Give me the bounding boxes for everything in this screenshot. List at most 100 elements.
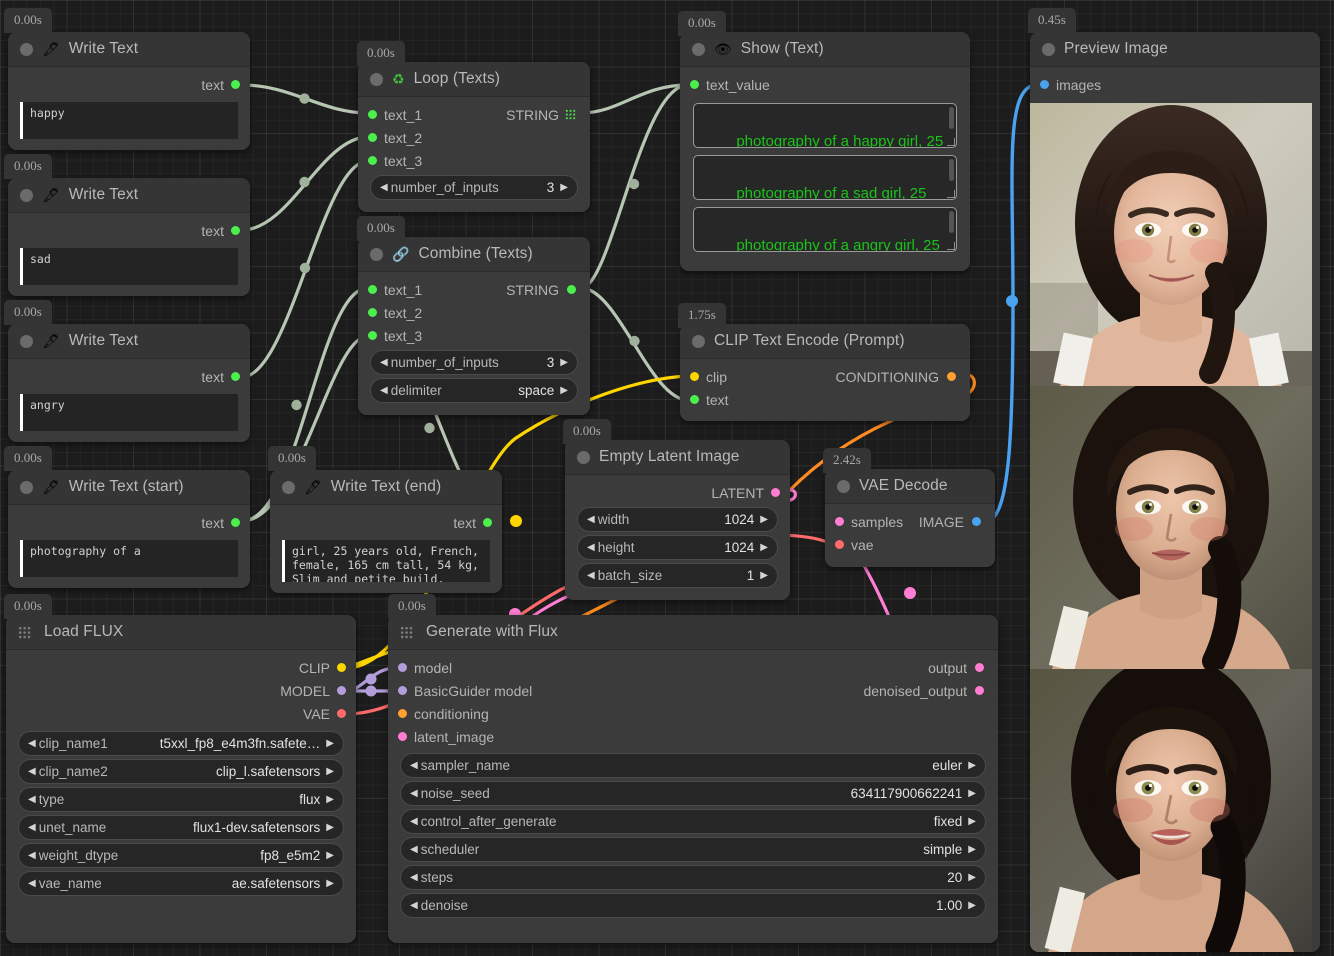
input-slot-vae[interactable]: vae (825, 533, 995, 556)
chevron-left-icon[interactable]: ◀ (28, 793, 36, 805)
widget-value[interactable]: 1.00 (936, 898, 963, 913)
slot-dot-string[interactable] (368, 133, 377, 142)
slot-row[interactable]: text_2 (358, 301, 590, 324)
node-combine-texts[interactable]: 🔗 Combine (Texts) text_1 STRING text_2 (358, 237, 590, 415)
slot-dot-string[interactable] (231, 226, 240, 235)
output-slot-text[interactable]: text (8, 511, 250, 534)
widget-value[interactable]: 1 (746, 568, 755, 583)
output-slot-text[interactable]: text (8, 219, 250, 242)
node-loop-texts[interactable]: ♻ Loop (Texts) text_1 STRING text_2 (358, 62, 590, 212)
widget-width[interactable]: ◀ width 1024 ▶ (577, 507, 778, 532)
node-header[interactable]: 🖋 Write Text (8, 32, 250, 67)
slot-row[interactable]: text_1 STRING (358, 103, 590, 126)
node-show-text[interactable]: 👁 Show (Text) text_value photography of … (680, 32, 970, 271)
node-write-text-sad[interactable]: 🖋 Write Text text sad (8, 178, 250, 296)
text-preview-1[interactable]: photography of a happy girl, 25 years ol… (693, 103, 957, 148)
slot-dot-vae[interactable] (337, 709, 346, 718)
chevron-left-icon[interactable]: ◀ (410, 843, 418, 855)
chevron-right-icon[interactable]: ▶ (560, 384, 568, 396)
slot-dot-string[interactable] (231, 518, 240, 527)
chevron-right-icon[interactable]: ▶ (326, 737, 334, 749)
slot-dot-latent[interactable] (975, 686, 984, 695)
scrollbar[interactable] (949, 107, 954, 129)
chevron-left-icon[interactable]: ◀ (410, 871, 418, 883)
slot-dot-string-out[interactable] (567, 285, 576, 294)
widget-value[interactable]: 3 (546, 180, 555, 195)
widget-type[interactable]: ◀ type flux ▶ (18, 787, 344, 812)
chevron-right-icon[interactable]: ▶ (968, 899, 976, 911)
node-header[interactable]: Empty Latent Image (565, 440, 790, 475)
chevron-left-icon[interactable]: ◀ (28, 849, 36, 861)
collapse-toggle-icon[interactable] (837, 479, 850, 493)
node-header[interactable]: 🔗 Combine (Texts) (358, 237, 590, 272)
widget-number-of-inputs[interactable]: ◀ number_of_inputs 3 ▶ (370, 350, 578, 375)
slot-row[interactable]: text_3 (358, 324, 590, 347)
widget-value[interactable]: 3 (546, 355, 555, 370)
node-header[interactable]: 🖋 Write Text (8, 324, 250, 359)
node-header[interactable]: 🖋 Write Text (8, 178, 250, 213)
chevron-left-icon[interactable]: ◀ (28, 821, 36, 833)
widget-unet-name[interactable]: ◀ unet_name flux1-dev.safetensors ▶ (18, 815, 344, 840)
slot-row[interactable]: model output (388, 656, 998, 679)
output-slot-text[interactable]: text (270, 511, 502, 534)
widget-batch-size[interactable]: ◀ batch_size 1 ▶ (577, 563, 778, 588)
chevron-left-icon[interactable]: ◀ (380, 384, 388, 396)
node-generate-with-flux[interactable]: Generate with Flux model output BasicGui… (388, 615, 998, 943)
slot-dot-string[interactable] (690, 395, 699, 404)
chevron-left-icon[interactable]: ◀ (410, 787, 418, 799)
collapse-toggle-icon[interactable] (1042, 42, 1055, 56)
widget-value[interactable]: simple (923, 842, 963, 857)
widget-value[interactable]: clip_l.safetensors (215, 764, 321, 779)
slot-dot-string[interactable] (231, 80, 240, 89)
chevron-right-icon[interactable]: ▶ (326, 849, 334, 861)
collapse-toggle-icon[interactable] (692, 334, 705, 348)
grip-icon[interactable] (18, 625, 31, 639)
widget-value[interactable]: space (518, 383, 555, 398)
widget-value[interactable]: euler (932, 758, 963, 773)
slot-dot-clip[interactable] (690, 372, 699, 381)
resize-grip-icon[interactable] (947, 138, 955, 146)
chevron-right-icon[interactable]: ▶ (760, 541, 768, 553)
text-input-start[interactable]: photography of a (20, 540, 238, 577)
scrollbar[interactable] (949, 159, 954, 181)
chevron-left-icon[interactable]: ◀ (28, 877, 36, 889)
slot-dot-image[interactable] (972, 517, 981, 526)
chevron-right-icon[interactable]: ▶ (326, 821, 334, 833)
slot-dot-latent[interactable] (771, 488, 780, 497)
widget-scheduler[interactable]: ◀ scheduler simple ▶ (400, 837, 986, 862)
node-write-text-happy[interactable]: 🖋 Write Text text happy (8, 32, 250, 150)
chevron-left-icon[interactable]: ◀ (410, 815, 418, 827)
slot-dot-model[interactable] (398, 663, 407, 672)
node-vae-decode[interactable]: VAE Decode samples IMAGE vae (825, 469, 995, 567)
widget-denoise[interactable]: ◀ denoise 1.00 ▶ (400, 893, 986, 918)
chevron-right-icon[interactable]: ▶ (560, 356, 568, 368)
collapse-toggle-icon[interactable] (370, 72, 383, 86)
slot-dot-string[interactable] (368, 308, 377, 317)
output-slot-vae[interactable]: VAE (6, 702, 356, 725)
collapse-toggle-icon[interactable] (282, 480, 295, 494)
text-input-sad[interactable]: sad (20, 248, 238, 285)
chevron-left-icon[interactable]: ◀ (28, 765, 36, 777)
chevron-right-icon[interactable]: ▶ (968, 787, 976, 799)
input-slot-latent-image[interactable]: latent_image (388, 725, 998, 748)
chevron-right-icon[interactable]: ▶ (326, 765, 334, 777)
slot-dot-clip[interactable] (337, 663, 346, 672)
slot-dot-conditioning[interactable] (947, 372, 956, 381)
input-slot-text[interactable]: text (680, 388, 970, 411)
chevron-right-icon[interactable]: ▶ (760, 569, 768, 581)
widget-number-of-inputs[interactable]: ◀ number_of_inputs 3 ▶ (370, 175, 578, 200)
widget-weight-dtype[interactable]: ◀ weight_dtype fp8_e5m2 ▶ (18, 843, 344, 868)
text-preview-2[interactable]: photography of a sad girl, 25 years old,… (693, 155, 957, 200)
slot-dot-string[interactable] (690, 80, 699, 89)
resize-grip-icon[interactable] (947, 190, 955, 198)
chevron-left-icon[interactable]: ◀ (380, 181, 388, 193)
chevron-right-icon[interactable]: ▶ (326, 877, 334, 889)
widget-value[interactable]: 634117900662241 (850, 786, 963, 801)
input-slot-conditioning[interactable]: conditioning (388, 702, 998, 725)
slot-dot-string[interactable] (368, 285, 377, 294)
widget-steps[interactable]: ◀ steps 20 ▶ (400, 865, 986, 890)
chevron-left-icon[interactable]: ◀ (380, 356, 388, 368)
slot-dot-string[interactable] (368, 331, 377, 340)
slot-row[interactable]: text_2 (358, 126, 590, 149)
chevron-right-icon[interactable]: ▶ (760, 513, 768, 525)
